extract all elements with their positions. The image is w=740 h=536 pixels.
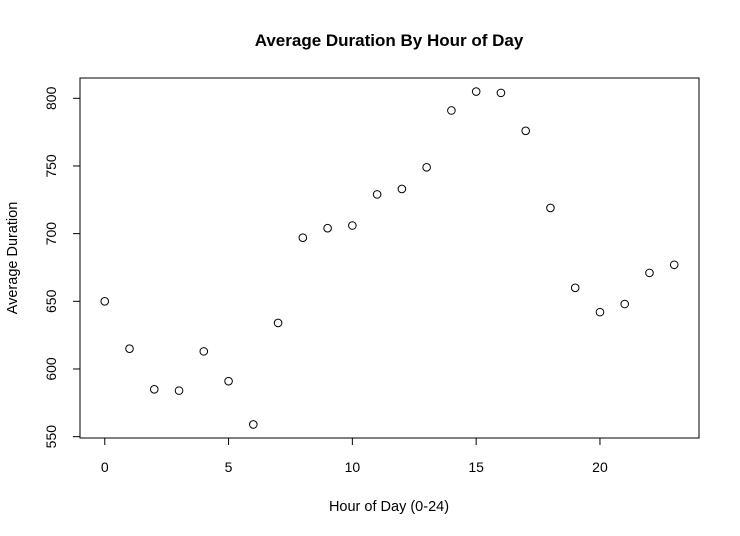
- y-tick-label: 600: [43, 357, 59, 381]
- x-tick-label: 5: [225, 459, 233, 475]
- data-point: [422, 163, 431, 172]
- data-point: [273, 318, 283, 328]
- data-point: [669, 260, 679, 270]
- data-point: [471, 87, 481, 96]
- data-point: [125, 344, 134, 353]
- x-axis-title: Hour of Day (0-24): [329, 499, 449, 515]
- data-point: [645, 268, 654, 278]
- chart-title: Average Duration By Hour of Day: [255, 31, 524, 50]
- y-axis-title: Average Duration: [5, 202, 21, 315]
- data-point: [546, 203, 555, 213]
- data-point: [323, 223, 332, 233]
- data-point: [100, 297, 110, 306]
- x-tick-label: 15: [468, 459, 484, 475]
- y-tick-label: 750: [43, 154, 59, 178]
- data-point: [199, 347, 209, 356]
- y-tick-label: 550: [43, 425, 59, 449]
- y-tick-label: 800: [43, 86, 59, 110]
- y-tick-label: 650: [43, 289, 59, 313]
- x-tick-label: 10: [345, 459, 361, 475]
- x-tick-label: 0: [101, 459, 109, 475]
- data-point: [249, 420, 258, 429]
- data-point: [595, 307, 605, 317]
- data-point: [174, 386, 184, 395]
- data-point: [496, 88, 506, 98]
- x-axis: 0 5 10 15 20: [101, 437, 608, 475]
- data-point: [149, 384, 159, 394]
- data-point: [620, 299, 630, 309]
- data-point: [570, 283, 580, 293]
- data-point: [447, 106, 456, 115]
- data-points: [100, 87, 679, 429]
- data-point: [397, 184, 407, 194]
- data-point: [224, 376, 233, 386]
- y-tick-label: 700: [43, 222, 59, 246]
- data-point: [372, 190, 382, 199]
- data-point: [348, 221, 357, 230]
- data-point: [298, 233, 308, 242]
- plot-frame: [79, 77, 700, 439]
- y-axis: 550 600 650 700 750 800: [43, 86, 81, 449]
- x-tick-label: 20: [592, 459, 608, 475]
- data-point: [521, 126, 530, 136]
